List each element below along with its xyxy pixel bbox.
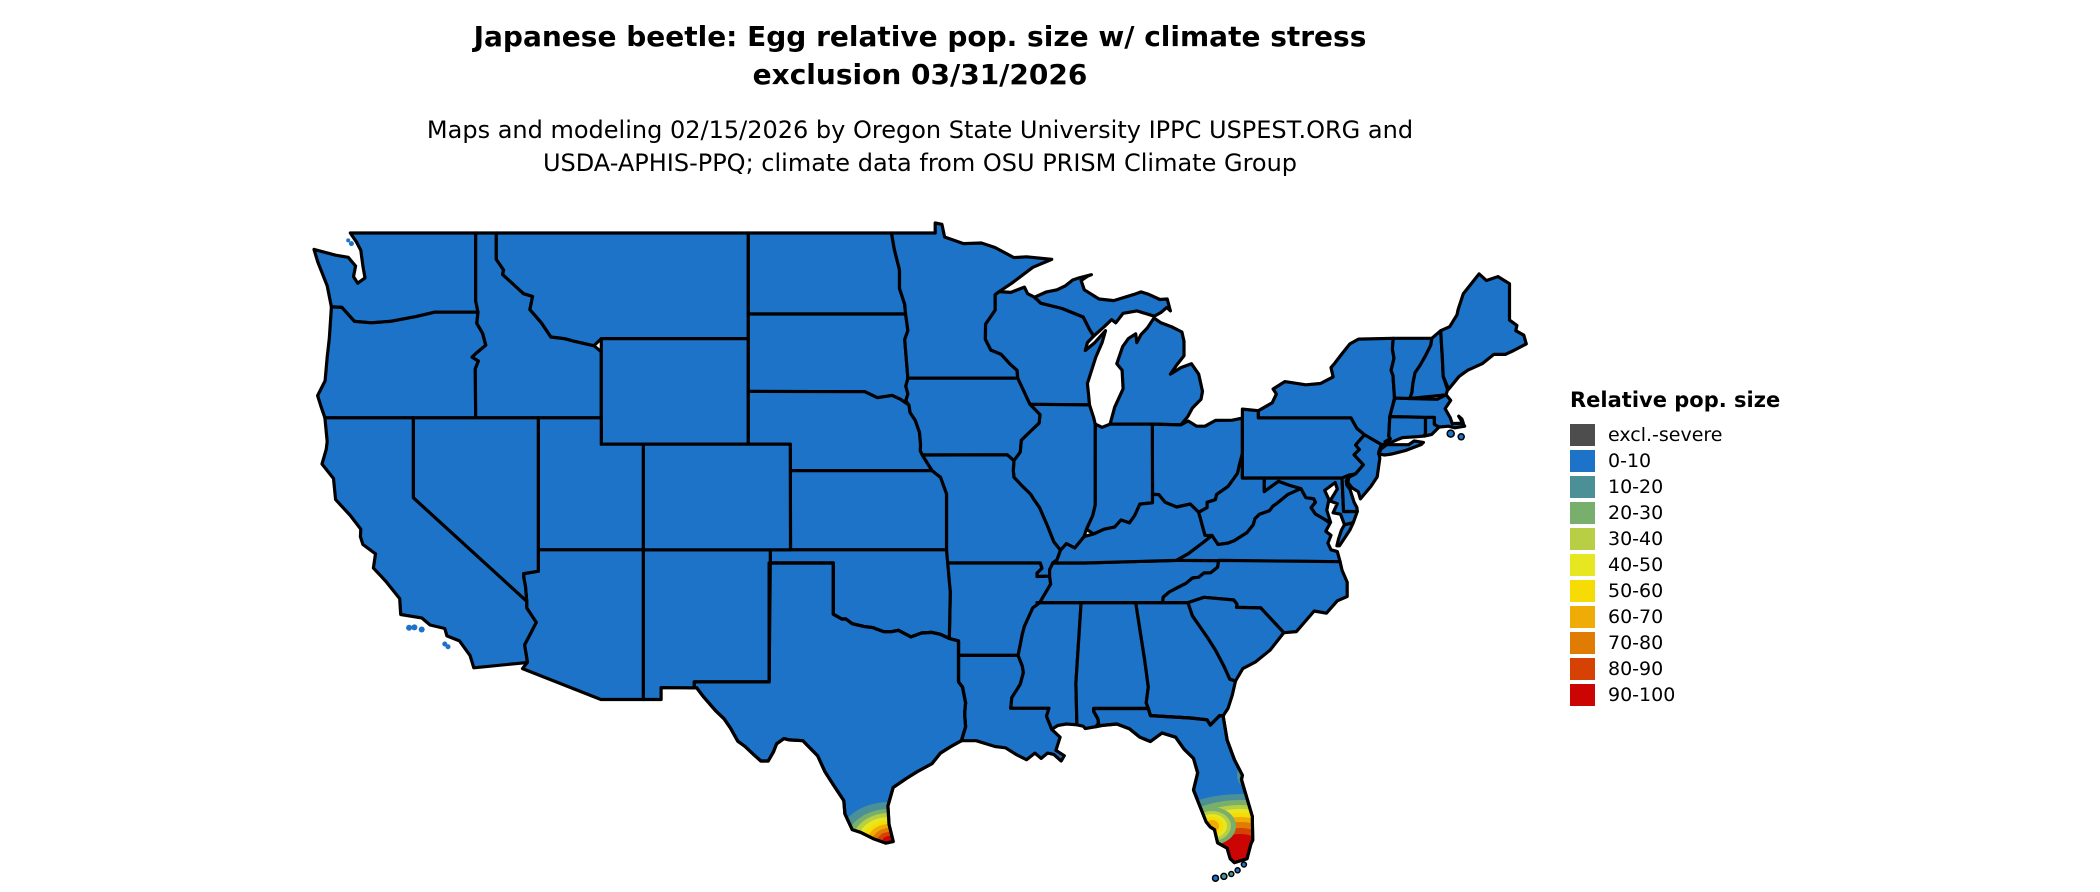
island-dot bbox=[348, 241, 354, 247]
legend-item-90-100: 90-100 bbox=[1570, 684, 1780, 706]
legend-color-swatch bbox=[1570, 580, 1595, 602]
legend-item-0-10: 0-10 bbox=[1570, 450, 1780, 472]
legend-item-label: 90-100 bbox=[1608, 684, 1676, 706]
states-layer bbox=[312, 221, 1528, 865]
legend-item-60-70: 60-70 bbox=[1570, 606, 1780, 628]
legend-item-70-80: 70-80 bbox=[1570, 632, 1780, 654]
island-dot bbox=[1220, 872, 1228, 881]
state-nm bbox=[641, 548, 772, 702]
state-miup bbox=[1032, 273, 1172, 338]
legend-item-10-20: 10-20 bbox=[1570, 476, 1780, 498]
map-title: Japanese beetle: Egg relative pop. size … bbox=[0, 18, 1840, 94]
map-title-line2: exclusion 03/31/2026 bbox=[752, 58, 1088, 91]
legend-item-label: 20-30 bbox=[1608, 502, 1664, 524]
legend-item-label: excl.-severe bbox=[1608, 424, 1723, 446]
island-dot bbox=[1457, 433, 1465, 441]
island-dot bbox=[445, 644, 451, 650]
map-title-line1: Japanese beetle: Egg relative pop. size … bbox=[473, 20, 1367, 53]
map-subtitle-line1: Maps and modeling 02/15/2026 by Oregon S… bbox=[426, 116, 1414, 144]
legend-item-80-90: 80-90 bbox=[1570, 658, 1780, 680]
legend-item-label: 0-10 bbox=[1608, 450, 1652, 472]
legend-color-swatch bbox=[1570, 632, 1595, 654]
state-pa bbox=[1240, 407, 1367, 480]
state-wy bbox=[599, 337, 750, 446]
island-dot bbox=[346, 238, 351, 243]
island-dot bbox=[1446, 429, 1455, 438]
legend-item-excl.-severe: excl.-severe bbox=[1570, 424, 1780, 446]
state-va bbox=[1174, 487, 1342, 564]
hotspot-fort-myers bbox=[1188, 807, 1236, 845]
legend-item-label: 10-20 bbox=[1608, 476, 1664, 498]
legend-item-20-30: 20-30 bbox=[1570, 502, 1780, 524]
state-outline-tx bbox=[692, 561, 968, 845]
state-md bbox=[1262, 476, 1359, 527]
legend: Relative pop. size excl.-severe 0-10 10-20… bbox=[1570, 388, 1780, 710]
map-subtitle-line2: USDA-APHIS-PPQ; climate data from OSU PR… bbox=[542, 149, 1298, 177]
state-outline-fl bbox=[1092, 706, 1255, 865]
island-dot bbox=[411, 624, 418, 631]
legend-items: excl.-severe 0-10 10-20 20-30 30-40 40-50 50-6… bbox=[1570, 424, 1780, 706]
legend-color-swatch bbox=[1570, 476, 1595, 498]
legend-item-30-40: 30-40 bbox=[1570, 528, 1780, 550]
state-vaes bbox=[1335, 521, 1355, 548]
state-or bbox=[316, 305, 488, 420]
state-ca bbox=[320, 416, 538, 670]
legend-item-label: 70-80 bbox=[1608, 632, 1664, 654]
legend-color-swatch bbox=[1570, 528, 1595, 550]
legend-color-swatch bbox=[1570, 450, 1595, 472]
state-sc bbox=[1186, 595, 1286, 683]
legend-item-label: 60-70 bbox=[1608, 606, 1664, 628]
island-dot bbox=[418, 626, 425, 633]
legend-title: Relative pop. size bbox=[1570, 388, 1781, 412]
legend-item-40-50: 40-50 bbox=[1570, 554, 1780, 576]
island-dot bbox=[406, 624, 413, 631]
legend-item-label: 50-60 bbox=[1608, 580, 1664, 602]
legend-color-swatch bbox=[1570, 554, 1595, 576]
island-dot bbox=[1228, 870, 1235, 878]
state-me bbox=[1439, 272, 1528, 391]
state-ks bbox=[788, 469, 949, 552]
legend-color-swatch bbox=[1570, 502, 1595, 524]
island-dot bbox=[1211, 874, 1220, 882]
legend-color-swatch bbox=[1570, 684, 1595, 706]
legend-color-swatch bbox=[1570, 424, 1595, 446]
island-dot bbox=[1234, 867, 1241, 874]
map-subtitle: Maps and modeling 02/15/2026 by Oregon S… bbox=[0, 114, 1840, 180]
state-nj bbox=[1346, 433, 1383, 501]
header: Japanese beetle: Egg relative pop. size … bbox=[0, 18, 1840, 180]
legend-color-swatch bbox=[1570, 658, 1595, 680]
legend-item-label: 40-50 bbox=[1608, 554, 1664, 576]
state-co bbox=[641, 442, 793, 552]
state-nd bbox=[746, 231, 908, 316]
island-dot bbox=[1240, 861, 1248, 868]
state-ma bbox=[1388, 393, 1467, 430]
state-mi bbox=[1108, 316, 1205, 427]
state-ia bbox=[904, 376, 1042, 463]
legend-color-swatch bbox=[1570, 606, 1595, 628]
legend-item-label: 80-90 bbox=[1608, 658, 1664, 680]
legend-item-label: 30-40 bbox=[1608, 528, 1664, 550]
state-az bbox=[520, 548, 645, 702]
hotspot-south-florida bbox=[1140, 794, 1253, 863]
state-ms bbox=[1009, 601, 1083, 731]
island-layer bbox=[346, 238, 1465, 882]
legend-item-50-60: 50-60 bbox=[1570, 580, 1780, 602]
